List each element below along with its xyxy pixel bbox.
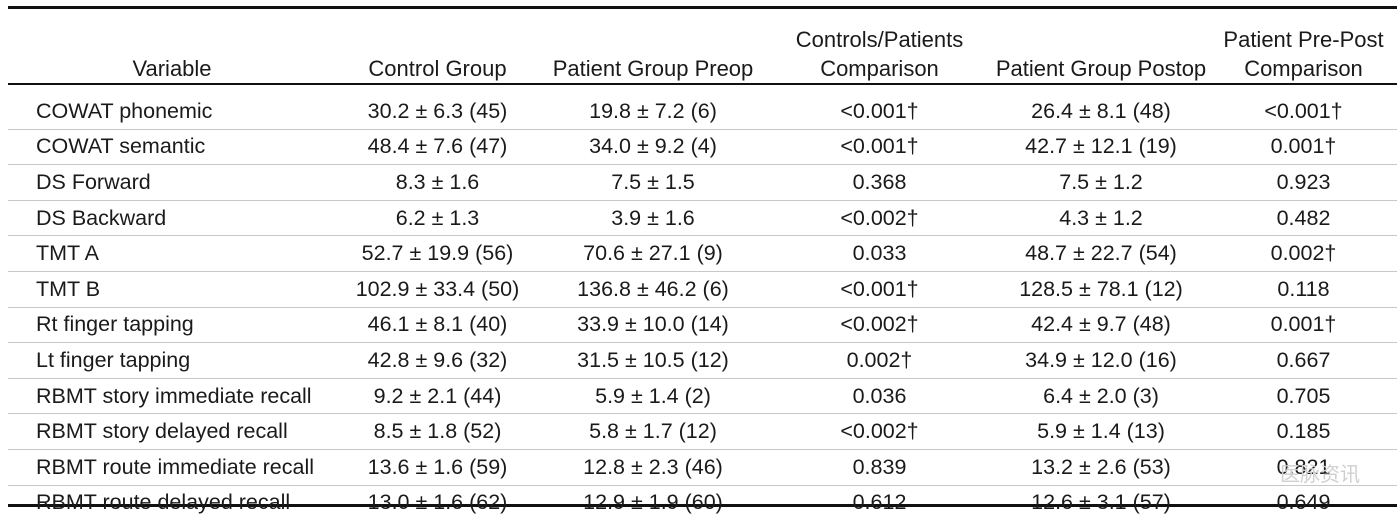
value-cell: 12.9 ± 1.9 (60) — [583, 490, 723, 515]
value-cell: 34.0 ± 9.2 (4) — [539, 129, 767, 166]
value-cell: <0.001† — [767, 271, 992, 308]
column-header: Patient Pre-Post Comparison — [1223, 27, 1384, 81]
value-cell: 12.6 ± 3.1 (57) — [1031, 490, 1171, 515]
value-cell: <0.002† — [767, 413, 992, 450]
column-header: Controls/Patients Comparison — [795, 27, 964, 81]
table-row: TMT A 52.7 ± 19.9 (56) 70.6 ± 27.1 (9) 0.03… — [8, 235, 1397, 272]
value-cell: 0.482 — [1210, 200, 1397, 237]
variable-cell: RBMT route immediate recall — [8, 449, 336, 486]
value-cell: 0.002† — [1210, 235, 1397, 272]
value-cell: 42.4 ± 9.7 (48) — [992, 307, 1210, 344]
value-cell: 7.5 ± 1.2 — [992, 164, 1210, 201]
value-cell: 13.6 ± 1.6 (59) — [336, 449, 539, 486]
value-cell: 19.8 ± 7.2 (6) — [539, 94, 767, 130]
value-cell: 12.8 ± 2.3 (46) — [539, 449, 767, 486]
value-cell: 30.2 ± 6.3 (45) — [336, 94, 539, 130]
value-cell: 33.9 ± 10.0 (14) — [539, 307, 767, 344]
variable-cell: RBMT story delayed recall — [8, 413, 336, 450]
results-table: Variable Control Group Patient Group Preop… — [8, 9, 1397, 520]
value-cell: 0.002† — [767, 342, 992, 379]
column-header: Control Group — [368, 56, 507, 81]
value-cell: 70.6 ± 27.1 (9) — [539, 235, 767, 272]
value-cell: 31.5 ± 10.5 (12) — [539, 342, 767, 379]
column-header: Patient Group Postop — [995, 56, 1207, 81]
table-row: RBMT route immediate recall 13.6 ± 1.6 (5… — [8, 449, 1397, 486]
value-cell: 9.2 ± 2.1 (44) — [336, 378, 539, 415]
value-cell: 128.5 ± 78.1 (12) — [992, 271, 1210, 308]
value-cell: <0.002† — [767, 307, 992, 344]
value-cell: 34.9 ± 12.0 (16) — [992, 342, 1210, 379]
table-bottom-rule — [8, 504, 1397, 507]
watermark-logo: 医脉资讯 — [1280, 462, 1360, 486]
variable-cell: DS Forward — [8, 164, 336, 201]
table-body: COWAT phonemic 30.2 ± 6.3 (45) 19.8 ± 7.2 … — [8, 94, 1397, 520]
value-cell: 5.8 ± 1.7 (12) — [539, 413, 767, 450]
value-cell: 0.839 — [767, 449, 992, 486]
table-header: Variable Control Group Patient Group Preop… — [8, 9, 1397, 94]
value-cell: <0.002† — [767, 200, 992, 237]
value-cell: 42.8 ± 9.6 (32) — [336, 342, 539, 379]
table-top-rule — [8, 6, 1397, 9]
value-cell: 102.9 ± 33.4 (50) — [336, 271, 539, 308]
value-cell: 0.612 — [852, 490, 907, 515]
value-cell: 6.2 ± 1.3 — [336, 200, 539, 237]
value-cell: <0.001† — [767, 129, 992, 166]
value-cell: 3.9 ± 1.6 — [539, 200, 767, 237]
value-cell: 5.9 ± 1.4 (13) — [992, 413, 1210, 450]
header-row: Variable Control Group Patient Group Preop… — [8, 9, 1397, 94]
value-cell: 13.2 ± 2.6 (53) — [992, 449, 1210, 486]
variable-cell: COWAT semantic — [8, 129, 336, 166]
variable-cell: DS Backward — [8, 200, 336, 237]
table-header-rule — [8, 83, 1397, 85]
table-row: RBMT story delayed recall 8.5 ± 1.8 (52) 5… — [8, 413, 1397, 450]
value-cell: 6.4 ± 2.0 (3) — [992, 378, 1210, 415]
column-header: Variable — [132, 56, 212, 81]
value-cell: 26.4 ± 8.1 (48) — [992, 94, 1210, 130]
variable-cell: RBMT story immediate recall — [8, 378, 336, 415]
table-row: COWAT semantic 48.4 ± 7.6 (47) 34.0 ± 9.2 … — [8, 129, 1397, 166]
value-cell: 8.3 ± 1.6 — [336, 164, 539, 201]
value-cell: 0.705 — [1210, 378, 1397, 415]
variable-cell: TMT A — [8, 235, 336, 272]
table-row: Lt finger tapping 42.8 ± 9.6 (32) 31.5 ± 1… — [8, 342, 1397, 379]
variable-cell: TMT B — [8, 271, 336, 308]
value-cell: 5.9 ± 1.4 (2) — [539, 378, 767, 415]
value-cell: 0.036 — [767, 378, 992, 415]
value-cell: 0.033 — [767, 235, 992, 272]
table-row: DS Forward 8.3 ± 1.6 7.5 ± 1.5 0.368 7.5 ± 1… — [8, 164, 1397, 201]
column-header: Patient Group Preop — [552, 56, 754, 81]
variable-cell: Lt finger tapping — [8, 342, 336, 379]
value-cell: 7.5 ± 1.5 — [539, 164, 767, 201]
value-cell: 42.7 ± 12.1 (19) — [992, 129, 1210, 166]
table-row: RBMT story immediate recall 9.2 ± 2.1 (44… — [8, 378, 1397, 415]
table-row: DS Backward 6.2 ± 1.3 3.9 ± 1.6 <0.002† 4.3 … — [8, 200, 1397, 237]
variable-cell: COWAT phonemic — [8, 94, 336, 130]
value-cell: <0.001† — [767, 94, 992, 130]
value-cell: 13.0 ± 1.6 (62) — [367, 490, 508, 515]
value-cell: 0.185 — [1210, 413, 1397, 450]
value-cell: <0.001† — [1210, 94, 1397, 130]
value-cell: 52.7 ± 19.9 (56) — [336, 235, 539, 272]
value-cell: 136.8 ± 46.2 (6) — [539, 271, 767, 308]
value-cell: 0.001† — [1210, 307, 1397, 344]
value-cell: 0.001† — [1210, 129, 1397, 166]
value-cell: 0.368 — [767, 164, 992, 201]
value-cell: 46.1 ± 8.1 (40) — [336, 307, 539, 344]
value-cell: 0.667 — [1210, 342, 1397, 379]
table-row: RBMT route delayed recall 13.0 ± 1.6 (62)… — [8, 485, 1397, 520]
value-cell: 4.3 ± 1.2 — [992, 200, 1210, 237]
value-cell: 0.649 — [1276, 490, 1331, 515]
value-cell: 0.821 — [1210, 449, 1397, 486]
value-cell: 0.118 — [1210, 271, 1397, 308]
table-row: COWAT phonemic 30.2 ± 6.3 (45) 19.8 ± 7.2 … — [8, 94, 1397, 130]
value-cell: 0.923 — [1210, 164, 1397, 201]
value-cell: 8.5 ± 1.8 (52) — [336, 413, 539, 450]
variable-cell: RBMT route delayed recall — [36, 490, 291, 515]
value-cell: 48.7 ± 22.7 (54) — [992, 235, 1210, 272]
table-row: Rt finger tapping 46.1 ± 8.1 (40) 33.9 ± 1… — [8, 307, 1397, 344]
table-row: TMT B 102.9 ± 33.4 (50) 136.8 ± 46.2 (6) <0… — [8, 271, 1397, 308]
value-cell: 48.4 ± 7.6 (47) — [336, 129, 539, 166]
variable-cell: Rt finger tapping — [8, 307, 336, 344]
